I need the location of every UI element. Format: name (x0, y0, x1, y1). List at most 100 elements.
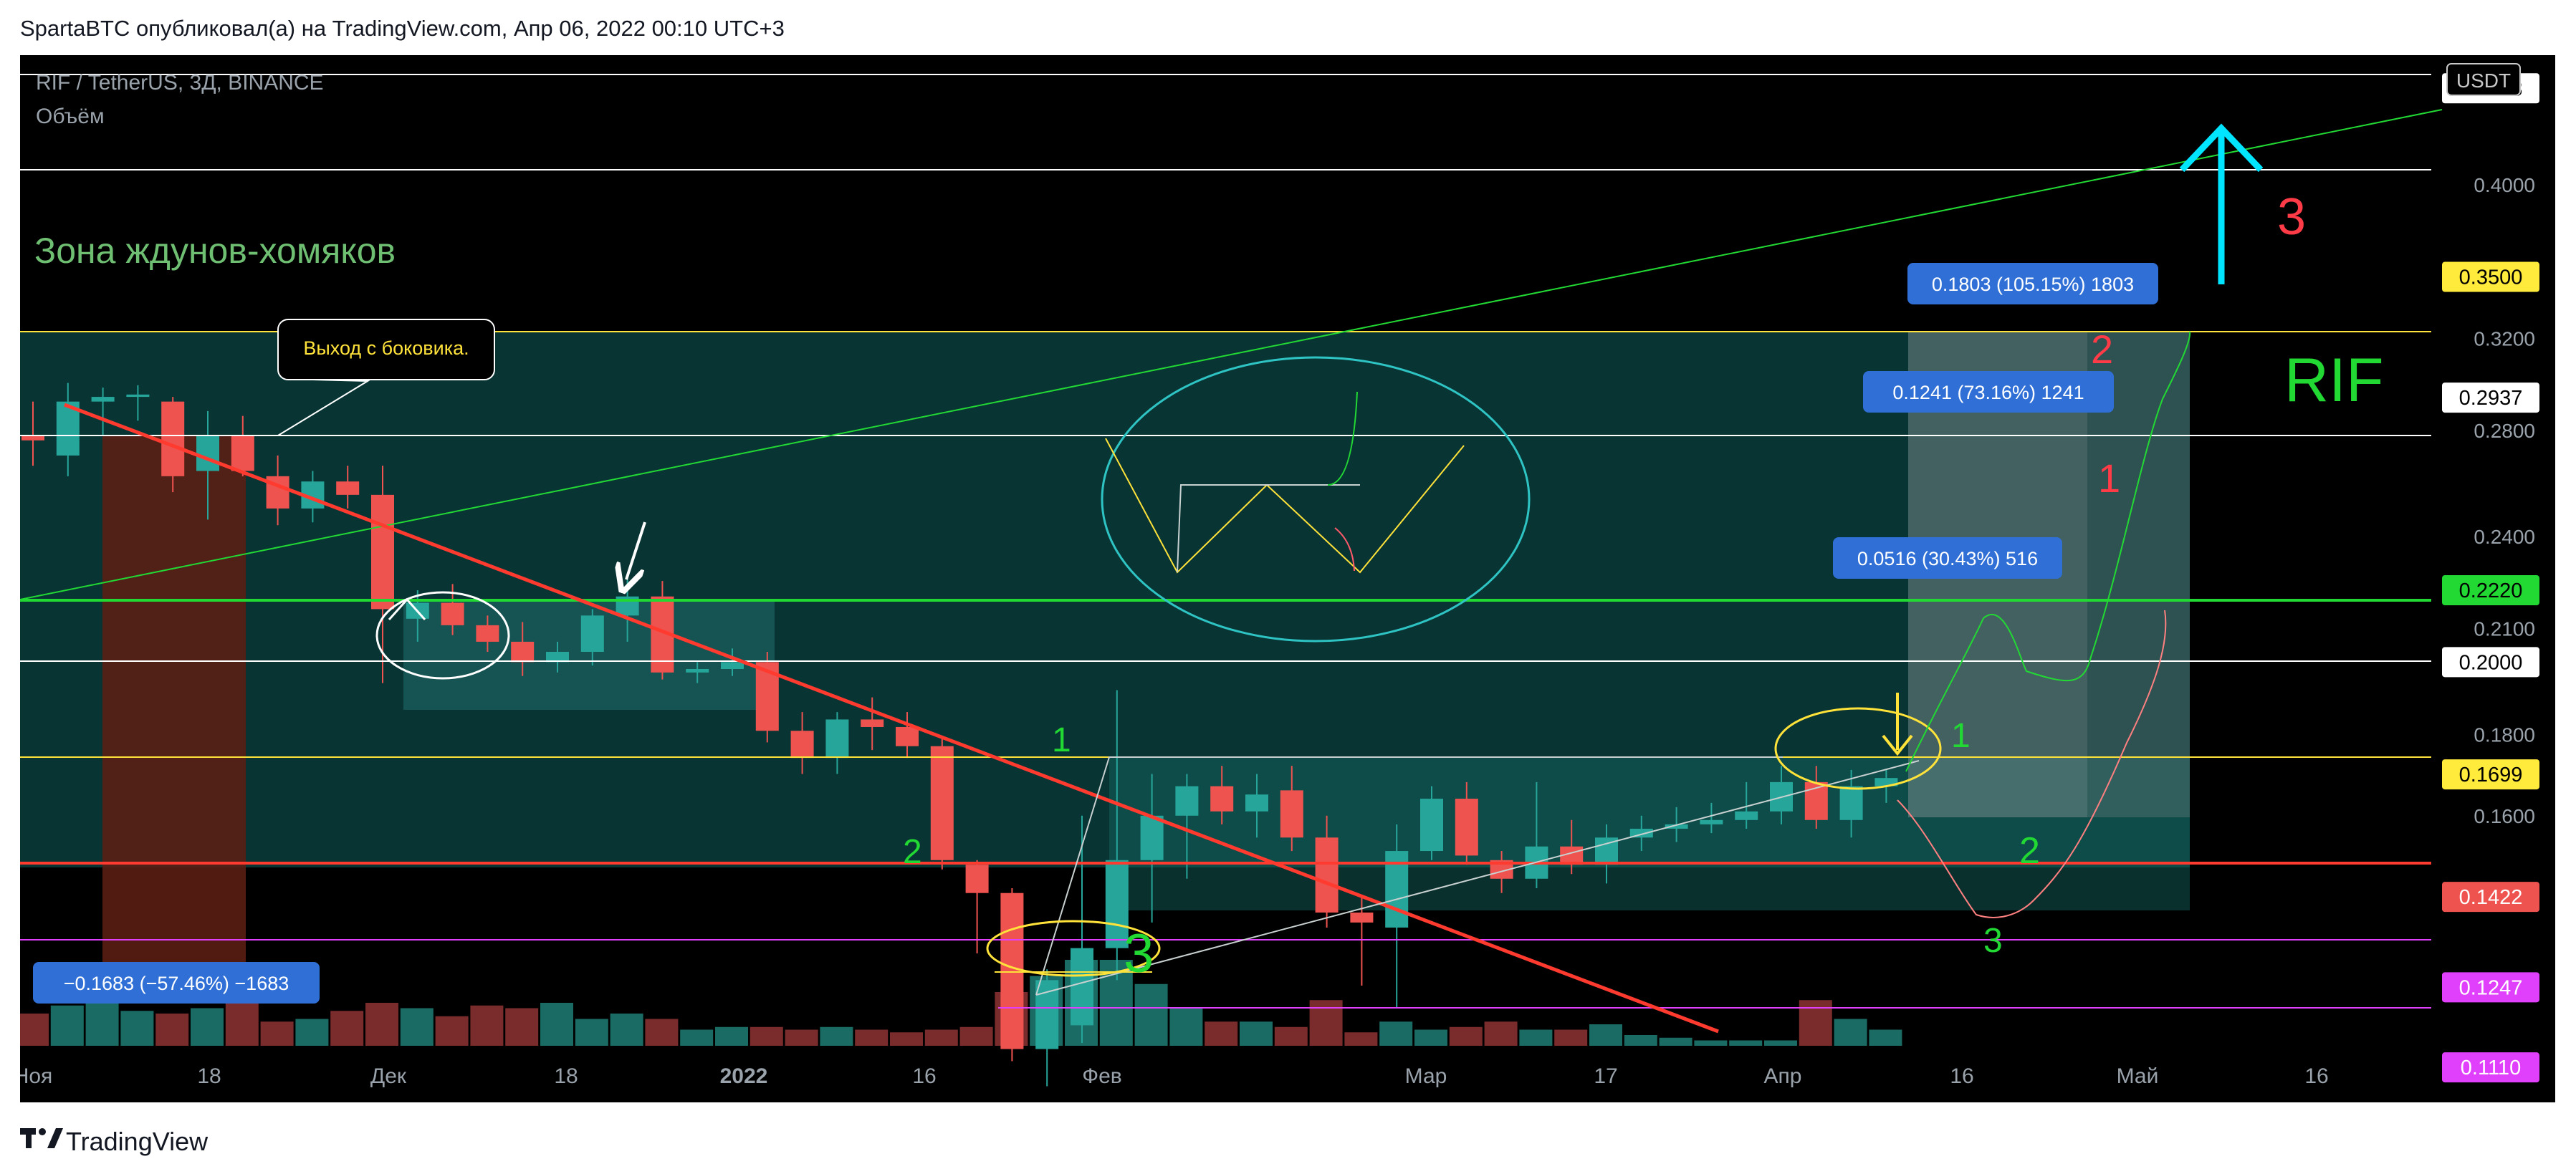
candle (196, 410, 219, 520)
candle (721, 648, 744, 676)
measure-text-2: 0.1241 (73.16%) 1241 (1892, 382, 2084, 403)
candle-body (546, 652, 569, 663)
candle-body (790, 731, 814, 759)
volume-bar (890, 1032, 923, 1046)
candle-body (1175, 786, 1199, 816)
price-level-box (2442, 759, 2539, 790)
time-tick-label: Мар (1405, 1064, 1447, 1088)
price-level-label: 0.2220 (2442, 575, 2539, 606)
price-level-box (2442, 575, 2539, 606)
volume-bar (1344, 1032, 1378, 1046)
price-level-text: 0.1247 (2459, 976, 2523, 999)
candle-body (1105, 860, 1129, 948)
candle (1105, 690, 1129, 981)
candle (825, 712, 849, 774)
candle (580, 609, 604, 666)
time-axis[interactable]: Ноя 18 Дек 18 2022 16 Фев Мар 17 Апр 16 Май 16 (20, 1064, 2329, 1088)
tradingview-logo-icon[interactable] (20, 1125, 63, 1154)
candle-body (1455, 799, 1478, 856)
price-tick-label: 0.1600 (2474, 805, 2535, 827)
candle-body (580, 615, 604, 653)
volume-bar (680, 1029, 714, 1046)
candle (1420, 786, 1443, 860)
triangle-pattern (1035, 756, 1920, 996)
candle (755, 652, 779, 743)
time-tick-label: 18 (197, 1064, 221, 1088)
candle (1071, 815, 1093, 1044)
volume-bar (715, 1026, 748, 1046)
volume-bar (1519, 1029, 1553, 1046)
volume-bar (855, 1029, 889, 1046)
candle (441, 584, 464, 635)
volume-bar (1169, 1008, 1203, 1046)
candle-body (1245, 794, 1268, 812)
wave-1-green: 1 (1052, 721, 1071, 759)
candle (546, 641, 569, 673)
candle-body (1735, 811, 1758, 820)
volume-bar (610, 1014, 643, 1046)
price-level-label: 0.2937 (2442, 382, 2539, 413)
measure-text-1: 0.1803 (105.15%) 1803 (1932, 274, 2134, 295)
volume-bar (1484, 1021, 1518, 1046)
candle (1175, 774, 1199, 879)
volume-bar (785, 1029, 818, 1046)
price-level-label: 0.1110 (2442, 1052, 2539, 1083)
wave-3-red: 3 (2277, 188, 2306, 246)
volume-bar (120, 1011, 154, 1046)
volume-bar (1589, 1024, 1622, 1046)
time-tick-label: 16 (1950, 1064, 1973, 1088)
bullish-projection (1905, 331, 2191, 772)
volume-bar (750, 1026, 783, 1046)
candle-body (336, 481, 360, 495)
volume-bar (1624, 1035, 1657, 1046)
price-level-label: 0.1422 (2442, 882, 2539, 913)
candle (686, 662, 709, 683)
price-chart[interactable]: Выход с боковика. 0.1803 (105.15%) 1803 … (20, 55, 2555, 1102)
candle-body (930, 746, 954, 860)
cyan-ellipse (1101, 356, 1531, 643)
volume-bar (1694, 1040, 1728, 1046)
volume-bar (191, 1008, 224, 1046)
currency-label: USDT (2456, 69, 2511, 92)
volume-bar (1834, 1019, 1867, 1046)
wave-3-right: 3 (1983, 922, 2003, 960)
volume-bar (1205, 1021, 1238, 1046)
currency-tag[interactable] (2446, 63, 2521, 96)
volume-bar (575, 1019, 608, 1046)
volume-bar (155, 1014, 189, 1046)
candle-body (965, 865, 989, 893)
time-tick-label: Ноя (20, 1064, 52, 1088)
price-level-label: 0.2000 (2442, 647, 2539, 678)
price-level-box (2442, 972, 2539, 1003)
time-tick-label: Май (2117, 1064, 2159, 1088)
price-tick-label: 0.1800 (2474, 724, 2535, 746)
volume-indicator-label[interactable]: Объём (36, 105, 105, 128)
candle (476, 615, 499, 653)
symbol-title[interactable]: RIF / TetherUS, 3Д, BINANCE (36, 71, 324, 95)
candle-body (231, 435, 254, 471)
candle (126, 385, 150, 421)
price-tick-label: 0.2400 (2474, 526, 2535, 548)
scheme-green-curve (1327, 391, 1358, 486)
price-axis[interactable]: 0.4000 0.3200 0.2800 0.2400 0.2100 0.1800 0.16… (2442, 73, 2539, 1083)
candle (1700, 802, 1723, 834)
candle (1210, 766, 1234, 824)
scheme-red-curve (1334, 527, 1355, 572)
candle (1000, 888, 1024, 1062)
chart-frame[interactable]: Выход с боковика. 0.1803 (105.15%) 1803 … (20, 55, 2555, 1102)
volume-bar (1729, 1040, 1763, 1046)
candle (1455, 781, 1478, 865)
brand-name[interactable]: TradingView (66, 1127, 209, 1156)
candle (861, 697, 884, 751)
candles (21, 382, 1898, 1087)
measure-label-1: 0.1803 (105.15%) 1803 (1907, 263, 2158, 304)
candle (1385, 824, 1409, 1009)
price-level-text: 0.1699 (2459, 764, 2523, 786)
time-tick-label: 2022 (720, 1064, 768, 1088)
candle-body (721, 662, 744, 669)
time-tick-label: 17 (1594, 1064, 1617, 1088)
volume-bar (540, 1003, 573, 1046)
measure-text-4: −0.1683 (−57.46%) −1683 (64, 973, 289, 994)
author-name[interactable]: SpartaBTC (20, 16, 130, 41)
bearish-projection (1897, 610, 2167, 918)
